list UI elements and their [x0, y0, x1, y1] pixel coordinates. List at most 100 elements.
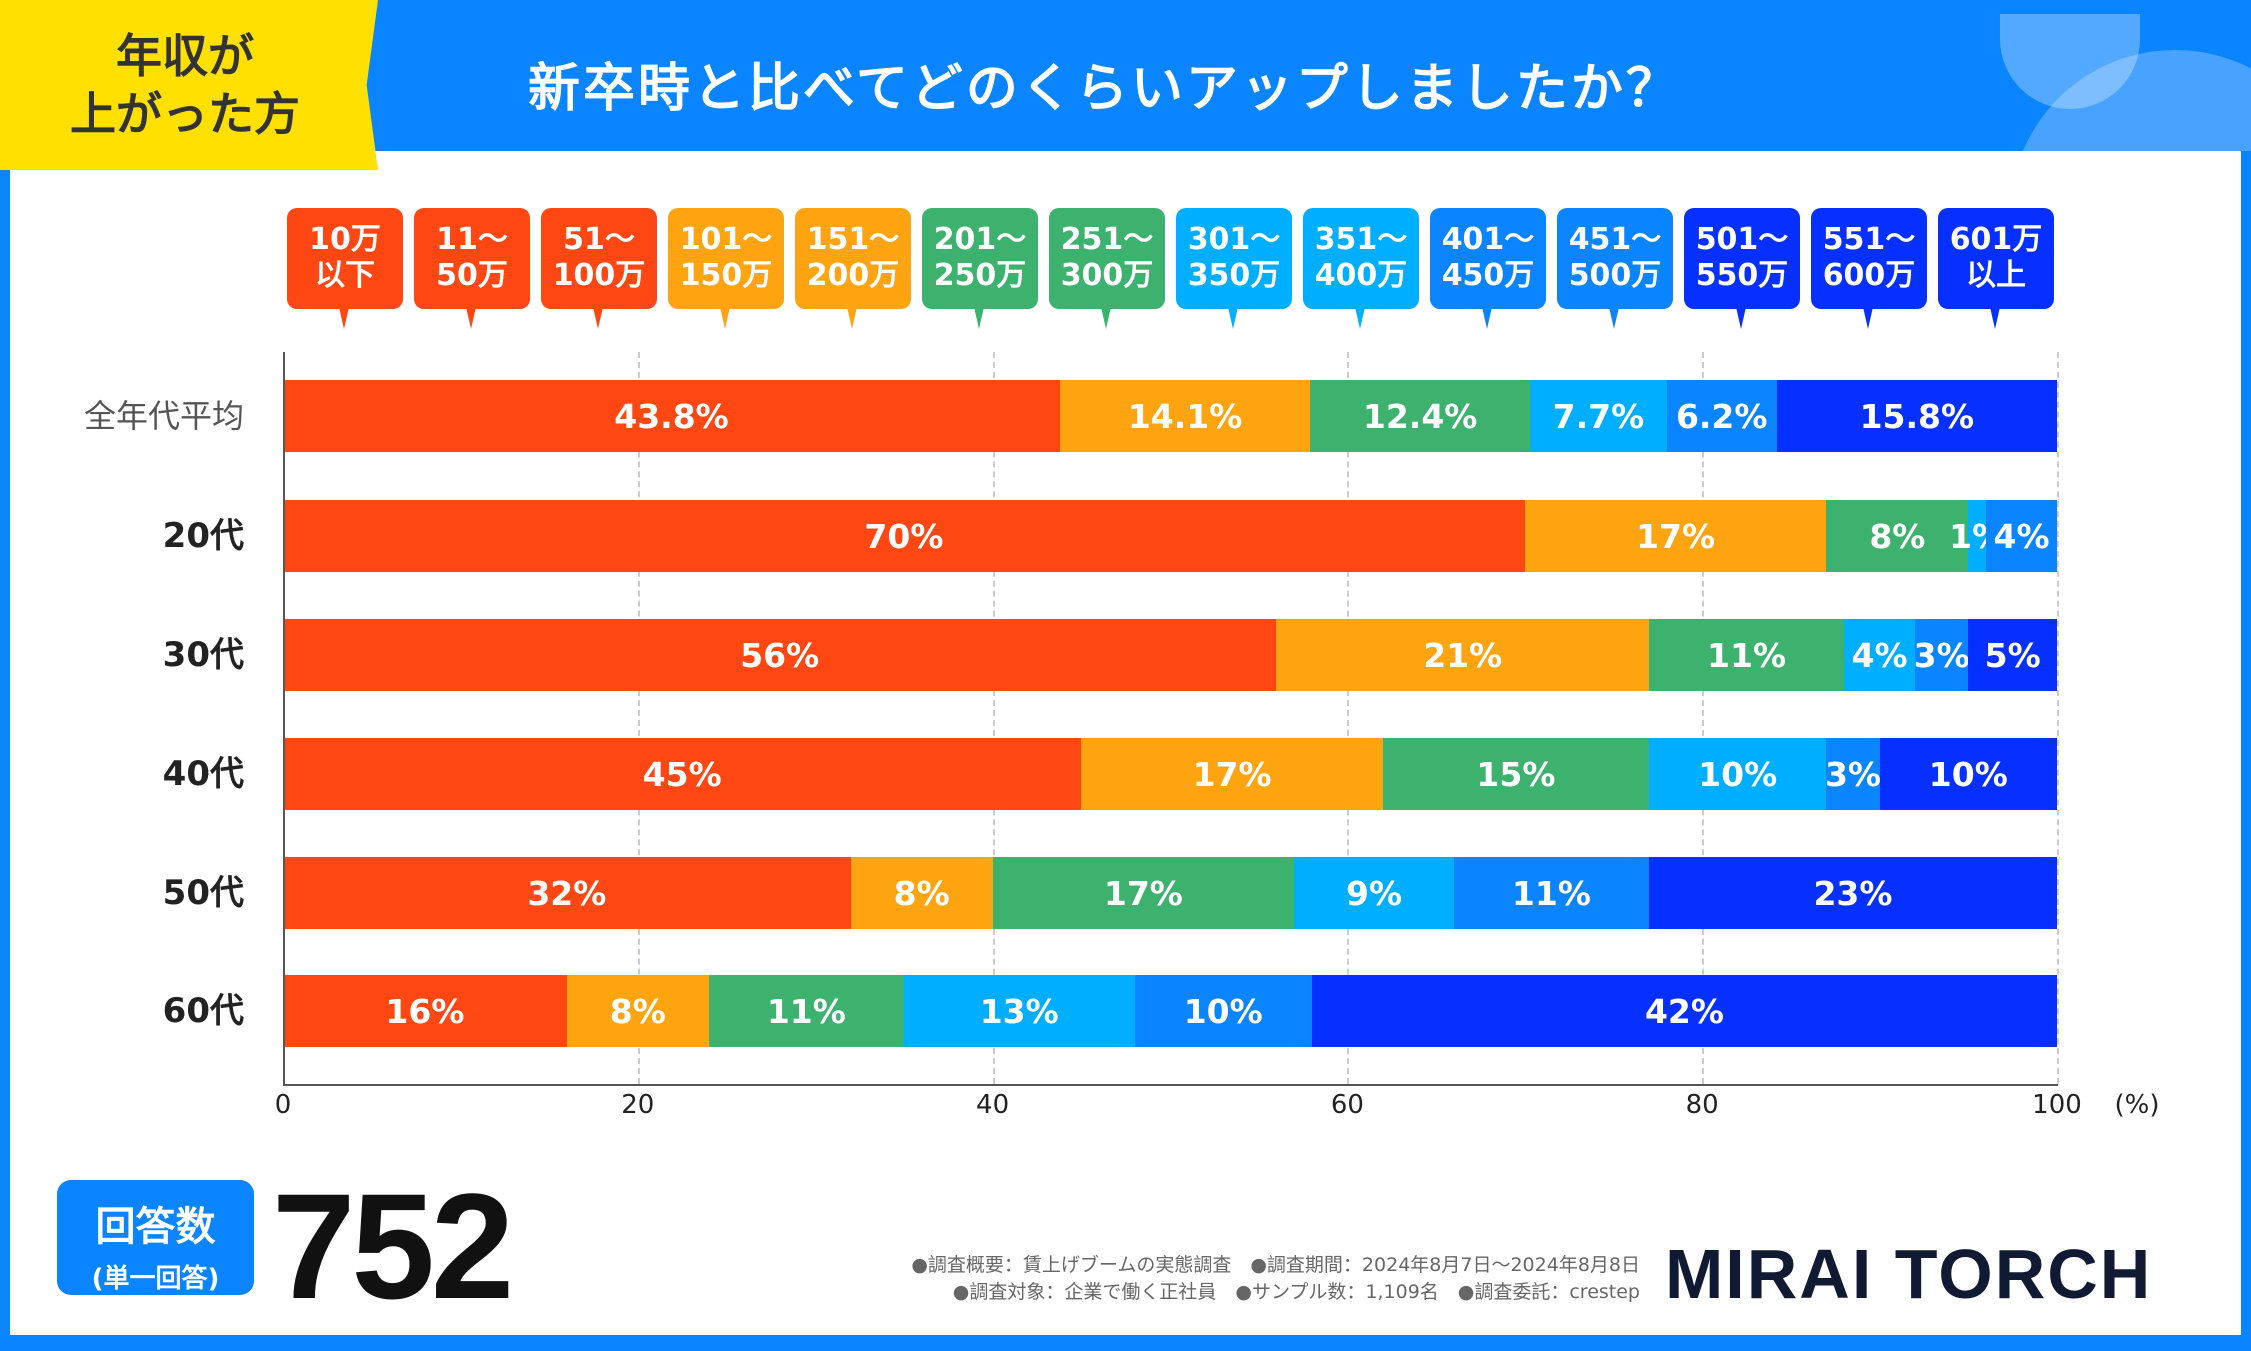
survey-note: ●調査概要：賃上げブームの実態調査 ●調査期間：2024年8月7日～2024年8…	[911, 1254, 1640, 1276]
data-label: 15%	[1476, 754, 1556, 794]
legend-item: 301～ 350万	[1176, 208, 1292, 329]
data-label: 56%	[740, 635, 820, 675]
legend-label: 550万	[1695, 258, 1789, 293]
bar-segment: 10%	[1879, 738, 2057, 810]
data-label: 8%	[893, 873, 950, 913]
legend-item: 151～ 200万	[795, 208, 911, 329]
x-tick-label: 0	[274, 1090, 292, 1120]
header-banner: 新卒時と比べてどのくらいアップしましたか？	[0, 0, 2251, 151]
legend-label: 以下	[315, 258, 375, 293]
bubble-tail	[1101, 307, 1111, 329]
bar-segment: 15.8%	[1776, 380, 2057, 452]
bar-segment: 17%	[1524, 500, 1827, 572]
row-label: 20代	[162, 516, 244, 556]
legend-label: 250万	[933, 258, 1027, 293]
bar-segment: 4%	[1986, 500, 2057, 572]
legend-label: 101～	[679, 222, 773, 257]
bar-segment: 13%	[903, 975, 1135, 1047]
legend-label: 10万	[309, 222, 381, 257]
row-label: 40代	[162, 754, 244, 794]
gridline	[637, 352, 640, 1084]
bar-segment: 16%	[283, 975, 567, 1047]
data-label: 70%	[864, 516, 944, 556]
bar-segment: 21%	[1276, 619, 1649, 691]
response-count-badge: 回答数 (単一回答)	[57, 1180, 254, 1295]
legend-item: 10万 以下	[287, 208, 403, 329]
bar-segment: 6.2%	[1666, 380, 1777, 452]
bar-segment: 8%	[566, 975, 709, 1047]
data-label: 7.7%	[1552, 396, 1645, 436]
data-label: 17%	[1636, 516, 1716, 556]
bubble-tail	[1228, 307, 1238, 329]
data-label: 11%	[1511, 873, 1591, 913]
gridline	[992, 352, 995, 1084]
bubble-tail	[1355, 307, 1365, 329]
bar-segment: 14.1%	[1060, 380, 1311, 452]
bar-segment: 45%	[283, 738, 1082, 810]
row-label: 60代	[162, 991, 244, 1031]
x-tick-label: 100	[2032, 1090, 2082, 1120]
data-label: 8%	[1869, 516, 1926, 556]
bubble-tail	[339, 307, 349, 329]
page-title: 新卒時と比べてどのくらいアップしましたか？	[528, 59, 1681, 119]
legend-label: 551～	[1822, 222, 1916, 257]
legend-item: 401～ 450万	[1430, 208, 1546, 329]
bubble-tail	[720, 307, 730, 329]
legend-label: 50万	[436, 258, 508, 293]
data-label: 8%	[609, 991, 666, 1031]
bar-segment: 8%	[1826, 500, 1969, 572]
legend-label: 201～	[933, 222, 1027, 257]
data-label: 13%	[979, 991, 1059, 1031]
data-label: 16%	[385, 991, 465, 1031]
category-tag: 年収が 上がった方	[0, 0, 378, 170]
bar-segment: 11%	[708, 975, 904, 1047]
legend-item: 11～ 50万	[414, 208, 530, 329]
legend-label: 601万	[1949, 222, 2043, 257]
data-label: 42%	[1644, 991, 1724, 1031]
data-label: 4%	[1851, 635, 1908, 675]
gridline	[2057, 352, 2059, 1084]
x-unit-label: (%)	[2114, 1090, 2160, 1120]
legend-item: 351～ 400万	[1303, 208, 1419, 329]
data-label: 45%	[642, 754, 722, 794]
legend-label: 301～	[1187, 222, 1281, 257]
data-label: 3%	[1824, 754, 1881, 794]
bar-segment: 3%	[1913, 619, 1970, 691]
bubble-tail	[466, 307, 476, 329]
bubble-tail	[1609, 307, 1619, 329]
x-axis-line	[283, 1084, 2058, 1086]
bar-segment: 9%	[1294, 857, 1454, 929]
data-label: 23%	[1813, 873, 1893, 913]
bar-segment: 3%	[1824, 738, 1881, 810]
bar-segment: 10%	[1134, 975, 1312, 1047]
legend-label: 100万	[552, 258, 646, 293]
response-count: 752	[272, 1162, 514, 1330]
data-label: 5%	[1984, 635, 2041, 675]
x-tick-label: 40	[976, 1090, 1010, 1120]
bubble-tail	[1736, 307, 1746, 329]
legend-label: 11～	[436, 222, 508, 257]
data-label: 14.1%	[1127, 396, 1243, 436]
row-label: 50代	[162, 873, 244, 913]
legend-label: 351～	[1314, 222, 1408, 257]
legend-item: 501～ 550万	[1684, 208, 1800, 329]
bubble-tail	[847, 307, 857, 329]
x-tick-label: 80	[1685, 1090, 1719, 1120]
badge-title: 回答数	[95, 1204, 216, 1250]
legend-item: 51～ 100万	[541, 208, 657, 329]
bar-segment: 15%	[1382, 738, 1649, 810]
data-label: 11%	[1707, 635, 1787, 675]
bar-segment: 4%	[1844, 619, 1916, 691]
bar-segment: 23%	[1648, 857, 2057, 929]
gridline	[1347, 352, 1350, 1084]
legend-label: 450万	[1441, 258, 1535, 293]
legend-item: 451～ 500万	[1557, 208, 1673, 329]
data-label: 32%	[527, 873, 607, 913]
data-label: 3%	[1913, 635, 1970, 675]
legend-label: 451～	[1568, 222, 1662, 257]
bubble-tail	[974, 307, 984, 329]
legend-label: 251～	[1060, 222, 1154, 257]
legend-label: 500万	[1568, 258, 1662, 293]
legend-label: 151～	[806, 222, 900, 257]
legend-label: 401～	[1441, 222, 1535, 257]
